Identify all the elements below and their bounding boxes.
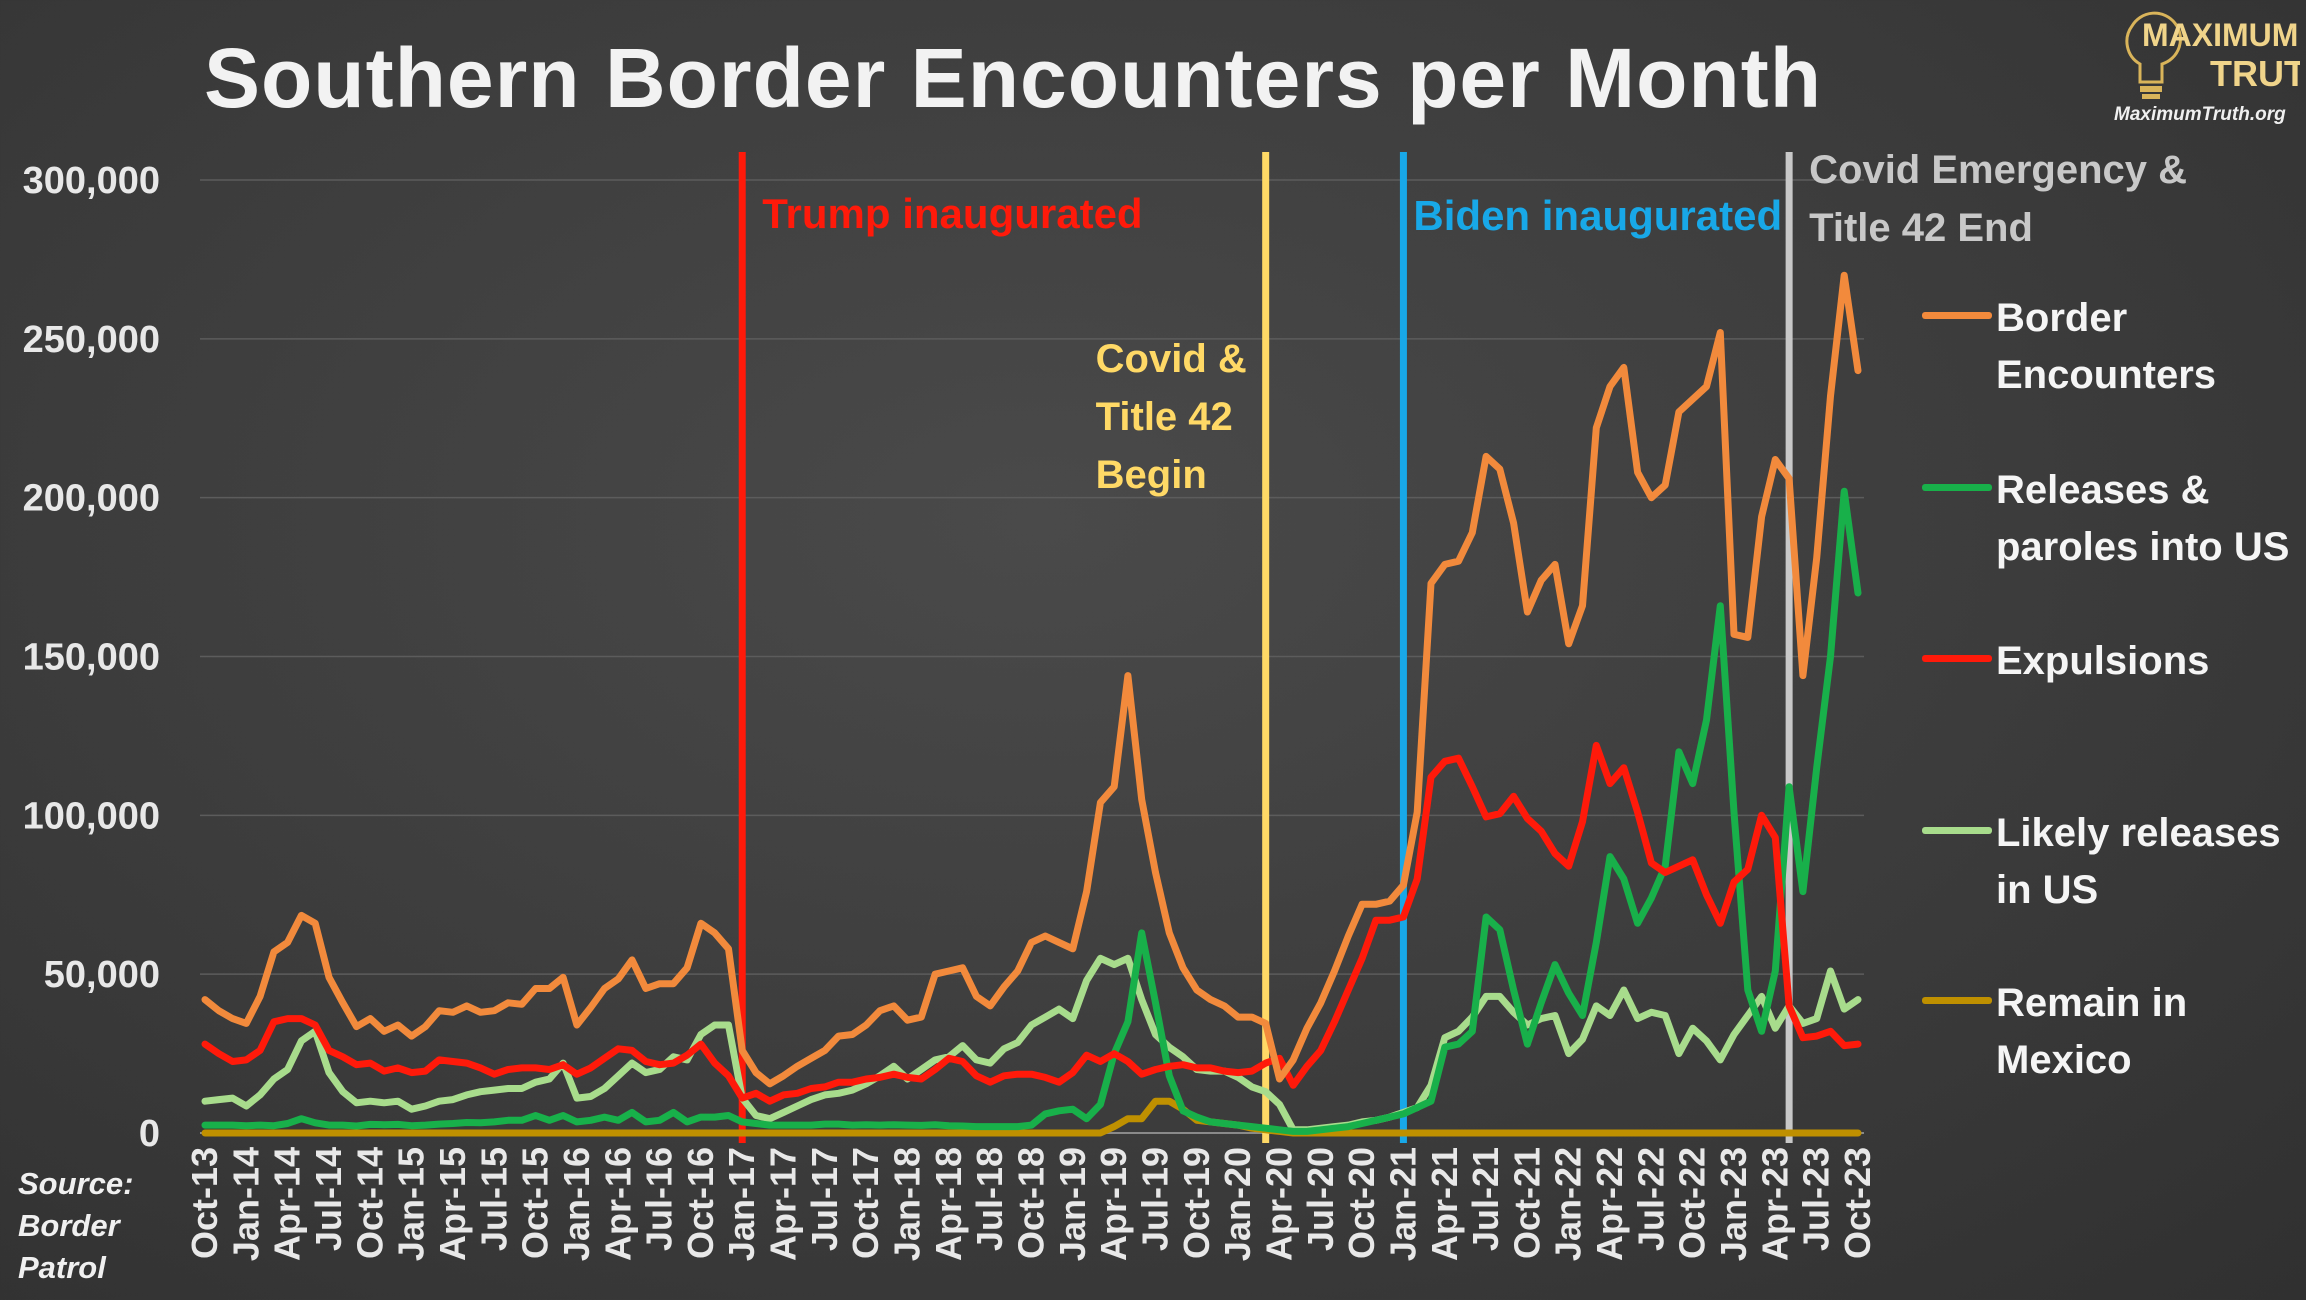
legend-item-releases: Releases & paroles into US <box>1922 462 2306 576</box>
maximum-truth-logo: MAXIMUM TRUTH MaximumTruth.org <box>2114 11 2300 125</box>
logo-url: MaximumTruth.org <box>2114 104 2286 125</box>
y-tick-label: 0 <box>139 1113 160 1155</box>
x-tick-label: Jan-22 <box>1548 1147 1589 1261</box>
x-tick-label: Jan-14 <box>225 1147 266 1261</box>
y-tick-label: 300,000 <box>23 160 160 202</box>
event-label-end: Covid Emergency & Title 42 End <box>1809 148 2187 250</box>
legend-label: Releases & paroles into US <box>1996 468 2290 569</box>
x-tick-label: Apr-15 <box>432 1147 473 1261</box>
x-tick-label: Oct-18 <box>1011 1147 1052 1259</box>
logo-line1: MAXIMUM <box>2142 17 2298 53</box>
x-tick-label: Jul-16 <box>639 1147 680 1251</box>
x-tick-label: Apr-18 <box>928 1147 969 1261</box>
series-line-expulsions <box>201 741 1862 1105</box>
series-line-releases <box>201 487 1862 1135</box>
x-tick-label: Jul-18 <box>969 1147 1010 1251</box>
x-tick-label: Apr-20 <box>1258 1147 1299 1261</box>
logo-line2: TRUTH <box>2210 53 2300 94</box>
legend-item-encounters: Border Encounters <box>1922 290 2306 404</box>
series-line-likely <box>201 954 1862 1134</box>
legend-label: Border Encounters <box>1996 296 2217 397</box>
y-tick-label: 100,000 <box>23 795 160 837</box>
y-tick-label: 250,000 <box>23 319 160 361</box>
legend-swatch <box>1922 827 1992 834</box>
event-markers: Trump inaugurated Covid & Title 42 Begin Bid… <box>738 148 2187 1143</box>
legend-swatch <box>1922 655 1992 662</box>
grid-lines <box>200 179 1864 1134</box>
x-tick-label: Oct-19 <box>1176 1147 1217 1259</box>
x-tick-label: Oct-21 <box>1506 1147 1547 1259</box>
x-tick-label: Jul-15 <box>473 1147 514 1251</box>
x-tick-label: Apr-16 <box>597 1147 638 1261</box>
legend-swatch <box>1922 484 1992 491</box>
x-tick-label: Jul-14 <box>308 1147 349 1251</box>
x-tick-label: Jan-17 <box>721 1147 762 1261</box>
x-tick-label: Oct-17 <box>845 1147 886 1259</box>
x-tick-label: Apr-22 <box>1589 1147 1630 1261</box>
x-tick-label: Apr-23 <box>1754 1147 1795 1261</box>
legend-label: Remain in Mexico <box>1996 981 2188 1082</box>
event-label-trump: Trump inaugurated <box>762 190 1142 237</box>
series-lines <box>201 271 1862 1137</box>
x-tick-label: Jan-20 <box>1217 1147 1258 1261</box>
legend-item-expulsions: Expulsions <box>1922 633 2306 690</box>
event-label-covid: Covid & Title 42 Begin <box>1096 337 1247 497</box>
x-tick-label: Oct-23 <box>1837 1147 1878 1259</box>
source-note: Source: Border Patrol <box>18 1166 134 1285</box>
x-tick-label: Apr-14 <box>267 1147 308 1261</box>
series-line-remain <box>201 1097 1862 1137</box>
x-tick-label: Oct-13 <box>184 1147 225 1259</box>
x-tick-label: Apr-19 <box>1093 1147 1134 1261</box>
x-tick-label: Jan-19 <box>1052 1147 1093 1261</box>
event-label-biden: Biden inaugurated <box>1413 192 1782 239</box>
x-tick-label: Oct-16 <box>680 1147 721 1259</box>
x-tick-label: Jan-15 <box>391 1147 432 1261</box>
legend-item-remain: Remain in Mexico <box>1922 975 2306 1089</box>
x-tick-label: Jan-23 <box>1713 1147 1754 1261</box>
legend-swatch <box>1922 312 1992 319</box>
x-tick-label: Jul-19 <box>1134 1147 1175 1251</box>
x-tick-label: Jan-16 <box>556 1147 597 1261</box>
x-tick-label: Oct-15 <box>515 1147 556 1259</box>
series-line-encounters <box>201 271 1862 1088</box>
x-tick-label: Apr-17 <box>763 1147 804 1261</box>
x-tick-label: Jul-20 <box>1300 1147 1341 1251</box>
x-tick-label: Oct-22 <box>1672 1147 1713 1259</box>
chart-title: Southern Border Encounters per Month <box>203 31 1823 125</box>
x-tick-label: Jul-21 <box>1465 1147 1506 1251</box>
x-tick-label: Jul-22 <box>1630 1147 1671 1251</box>
x-tick-label: Apr-21 <box>1424 1147 1465 1261</box>
x-tick-label: Jan-18 <box>887 1147 928 1261</box>
y-tick-label: 150,000 <box>23 637 160 679</box>
legend-label: Expulsions <box>1996 639 2210 683</box>
lightbulb-icon <box>2125 11 2182 99</box>
legend-label: Likely releases in US <box>1996 811 2281 912</box>
legend-swatch <box>1922 997 1992 1004</box>
x-tick-label: Oct-14 <box>349 1147 390 1259</box>
x-tick-label: Oct-20 <box>1341 1147 1382 1259</box>
x-tick-label: Jan-21 <box>1382 1147 1423 1261</box>
x-tick-label: Jul-17 <box>804 1147 845 1251</box>
x-axis-labels: Oct-13 Jan-14 Apr-14 Jul-14 Oct-14 Jan-15 Apr-… <box>184 1147 1878 1261</box>
x-tick-label: Jul-23 <box>1796 1147 1837 1251</box>
legend-item-likely: Likely releases in US <box>1922 805 2306 919</box>
y-axis-labels: 0 50,000 100,000 150,000 200,000 250,000 300,0… <box>23 160 160 1155</box>
y-tick-label: 50,000 <box>44 954 160 996</box>
y-tick-label: 200,000 <box>23 478 160 520</box>
